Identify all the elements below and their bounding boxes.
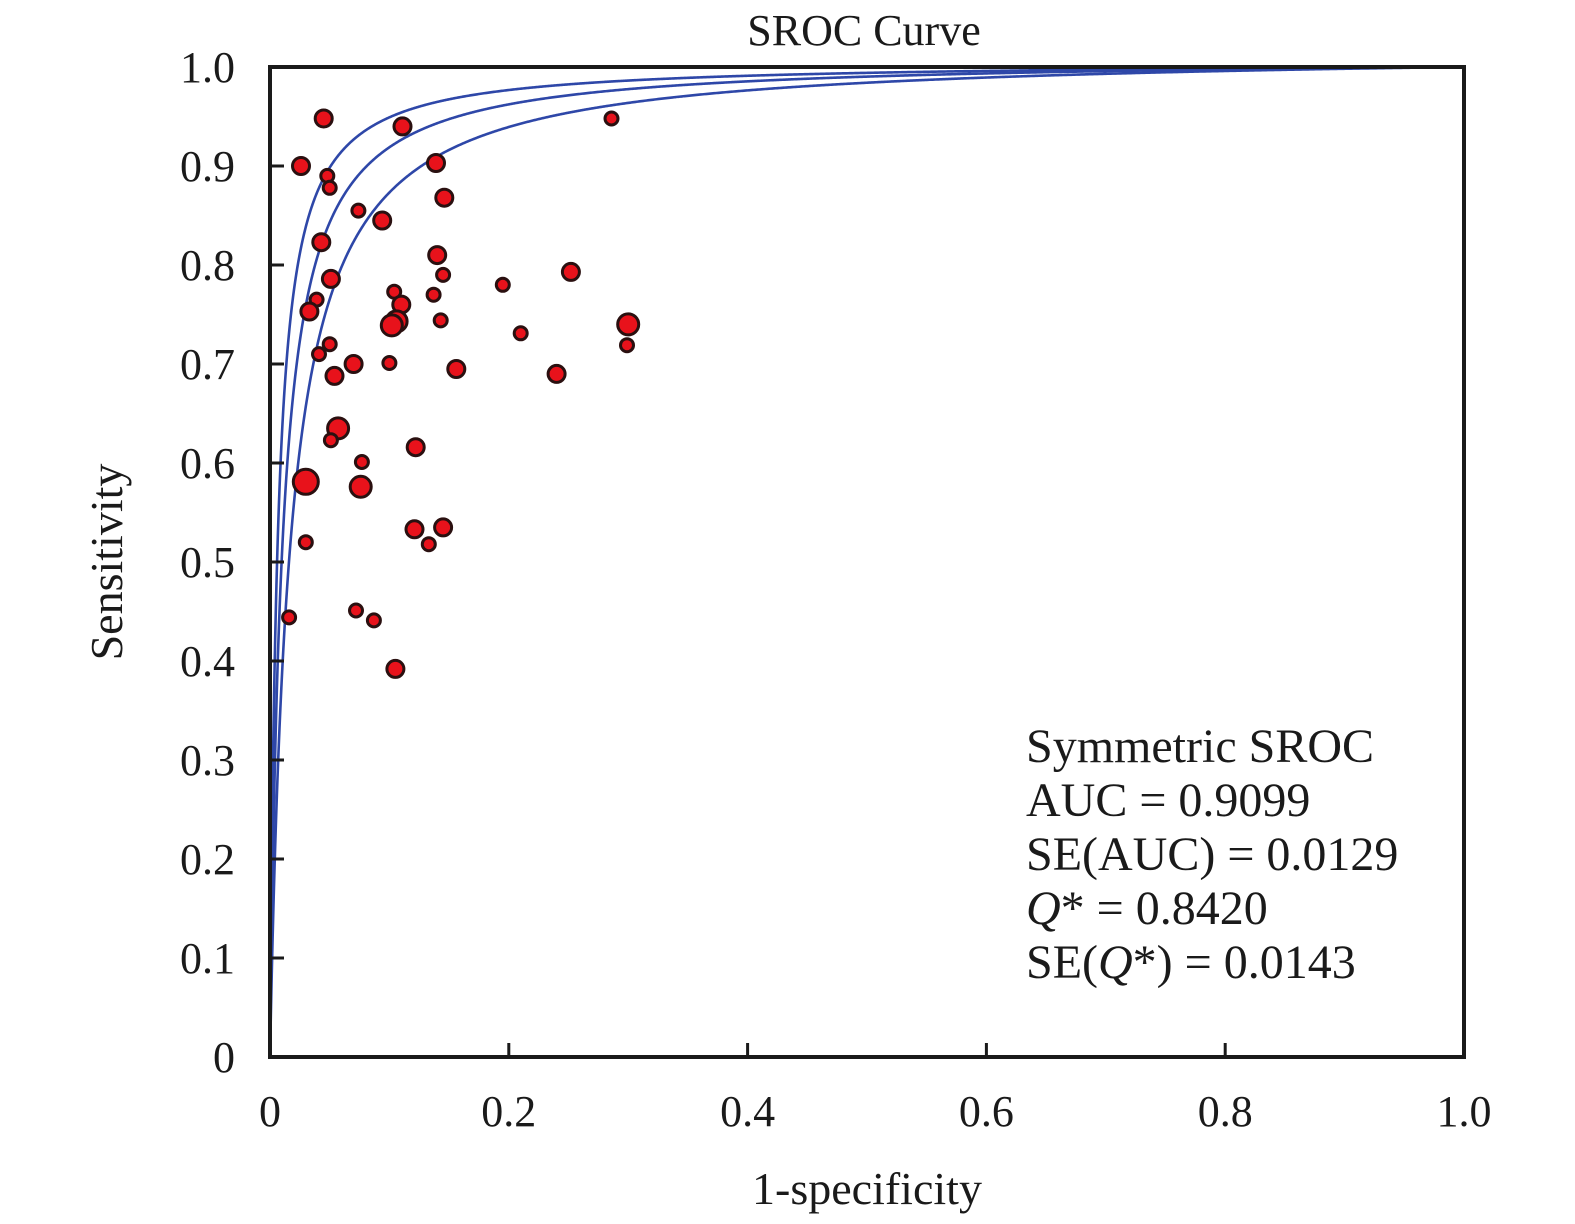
annotation-line: SE(Q*) = 0.0143 [1026, 936, 1356, 989]
study-point [433, 517, 454, 538]
study-points [281, 108, 641, 679]
x-tick-label: 0.6 [959, 1087, 1014, 1136]
study-point [313, 108, 334, 129]
study-point [311, 346, 327, 363]
y-tick-label: 0.9 [180, 142, 235, 191]
sroc-curves [268, 65, 1465, 1057]
annotation-line: AUC = 0.9099 [1026, 774, 1310, 827]
study-point [353, 454, 370, 470]
plot-frame [268, 65, 1466, 1059]
y-tick-label: 0.8 [180, 241, 235, 290]
study-point [372, 210, 393, 231]
annotation-line: SE(AUC) = 0.0129 [1026, 828, 1398, 881]
study-point [379, 313, 404, 338]
annotation-line: Q* = 0.8420 [1026, 882, 1268, 935]
study-point [494, 276, 511, 293]
study-point [348, 602, 364, 619]
study-point [392, 116, 413, 137]
study-point [299, 301, 320, 322]
x-tick-label: 0.8 [1198, 1087, 1253, 1136]
sroc-curve-2 [268, 65, 1465, 1057]
study-point [432, 312, 449, 329]
study-point [619, 337, 635, 354]
study-point [512, 325, 529, 342]
chart-title: SROC Curve [747, 6, 980, 55]
x-tick-label: 1.0 [1437, 1087, 1492, 1136]
study-point [427, 245, 448, 266]
study-point [281, 609, 298, 626]
x-tick-label: 0 [259, 1087, 281, 1136]
y-tick-label: 0.2 [180, 835, 235, 884]
annotation-title: Symmetric SROC [1026, 720, 1374, 773]
study-point [404, 519, 425, 540]
y-tick-label: 0.4 [180, 637, 235, 686]
study-point [616, 312, 641, 337]
y-tick-label: 1.0 [180, 43, 235, 92]
y-tick-label: 0.6 [180, 439, 235, 488]
x-tick-label: 0.2 [481, 1087, 536, 1136]
study-point [343, 354, 364, 374]
study-point [603, 110, 620, 127]
x-axis-ticks: 0 0.2 0.4 0.6 0.8 1.0 [259, 1043, 1492, 1136]
x-axis-title: 1-specificity [752, 1163, 982, 1214]
study-point [385, 658, 406, 679]
sroc-curve-3 [268, 65, 1465, 1057]
x-tick-label: 0.4 [720, 1087, 775, 1136]
study-point [405, 437, 426, 458]
study-point [420, 536, 437, 553]
study-point [321, 336, 338, 353]
study-point [291, 156, 311, 176]
y-tick-label: 0.1 [180, 934, 235, 983]
y-axis-ticks: 0 0.1 0.2 0.3 0.4 0.5 0.6 0.7 0.8 0.9 1.0 [180, 43, 284, 1082]
study-point [350, 202, 367, 219]
study-point [546, 363, 567, 384]
study-point [435, 266, 452, 283]
y-tick-label: 0.5 [180, 538, 235, 587]
y-tick-label: 0.3 [180, 736, 235, 785]
study-point [426, 153, 446, 173]
study-point [320, 268, 341, 289]
y-tick-label: 0.7 [180, 340, 235, 389]
study-point [365, 612, 382, 629]
study-point [322, 432, 339, 449]
study-point [291, 467, 320, 496]
study-point [446, 359, 467, 379]
y-axis-title: Sensitivity [81, 464, 132, 661]
study-point [324, 365, 345, 386]
study-point [560, 261, 581, 282]
study-point [311, 232, 332, 253]
y-tick-label: 0 [213, 1033, 235, 1082]
study-point [381, 355, 398, 371]
study-point [297, 534, 314, 551]
study-point [425, 286, 442, 303]
study-point [348, 474, 373, 499]
study-point [321, 179, 338, 196]
sroc-curve-1 [268, 65, 1465, 1057]
study-point [434, 187, 455, 208]
